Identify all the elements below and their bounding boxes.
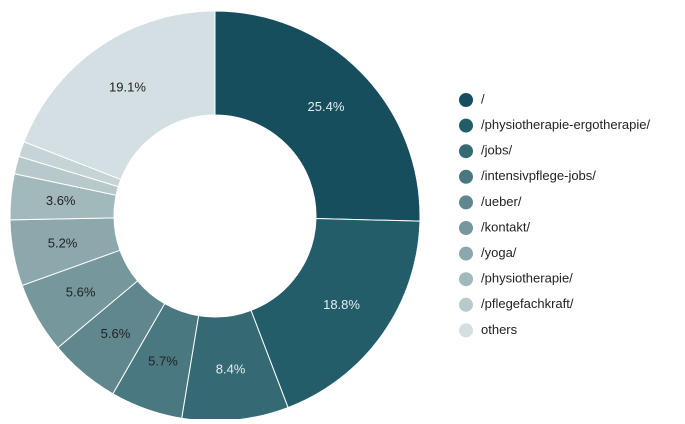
legend-label: / — [481, 91, 485, 106]
slice-label: 5.6% — [101, 326, 131, 341]
slice — [23, 10, 216, 181]
slice-label: 3.6% — [46, 193, 76, 208]
legend-label: others — [481, 322, 518, 337]
slice-label: 5.6% — [66, 285, 96, 300]
legend-marker — [459, 246, 473, 261]
legend-label: /yoga/ — [481, 245, 517, 260]
slice-label: 5.7% — [148, 353, 178, 368]
legend-label: /jobs/ — [481, 143, 512, 158]
legend-label: /pflegefachkraft/ — [481, 296, 574, 311]
slice-label: 5.2% — [48, 236, 78, 251]
legend-marker — [459, 221, 473, 235]
legend-label: /ueber/ — [481, 194, 522, 209]
legend-marker — [459, 272, 473, 287]
slice — [214, 10, 421, 222]
legend-marker — [459, 323, 473, 338]
slice-label: 18.8% — [323, 297, 360, 312]
slice-label: 8.4% — [216, 362, 246, 377]
legend-label: /physiotherapie/ — [481, 271, 573, 286]
legend-marker — [459, 144, 473, 159]
legend-label: /physiotherapie-ergotherapie/ — [481, 117, 650, 132]
legend-label: /intensivpflege-jobs/ — [481, 168, 596, 183]
legend-marker — [459, 169, 473, 184]
legend-marker — [459, 297, 473, 312]
slice-label: 19.1% — [109, 80, 146, 95]
slice — [250, 218, 421, 409]
legend-marker — [459, 195, 473, 210]
legend-marker — [459, 93, 473, 107]
legend-label: /kontakt/ — [481, 219, 531, 234]
legend-marker — [459, 118, 473, 133]
slice-label: 25.4% — [308, 99, 345, 114]
